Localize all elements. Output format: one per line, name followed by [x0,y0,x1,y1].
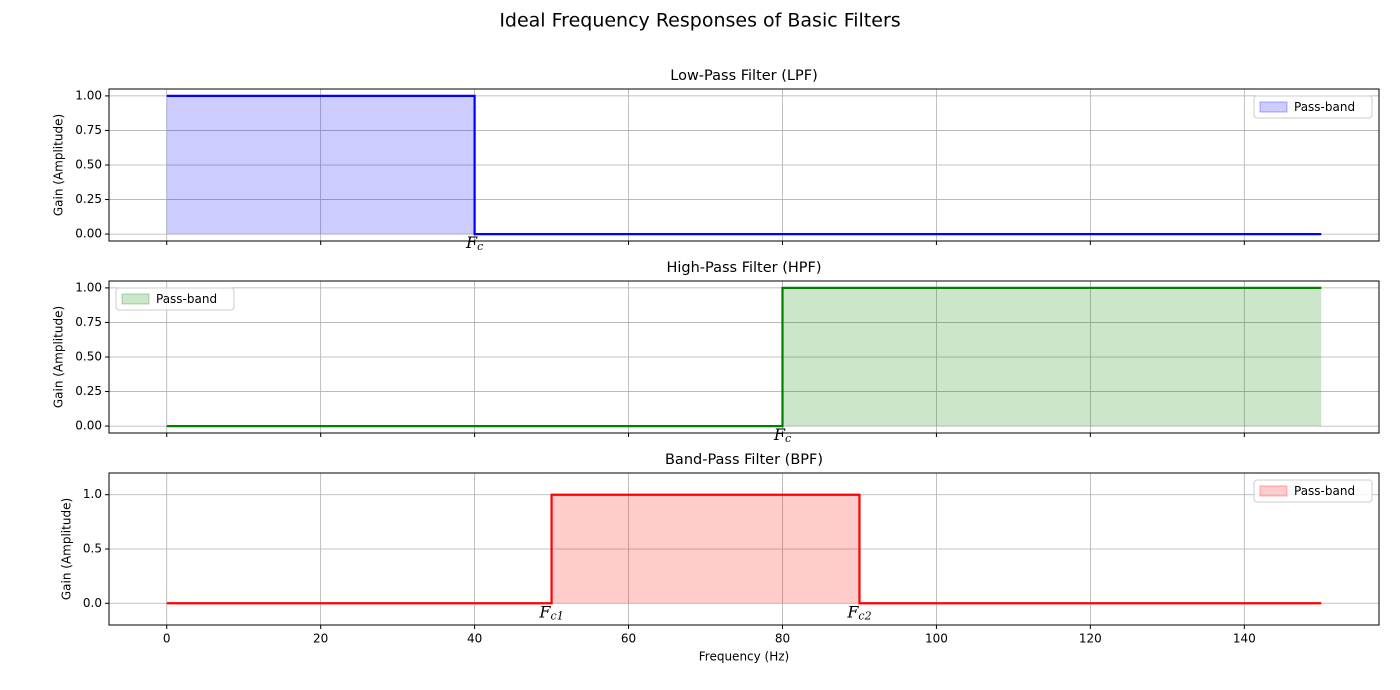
legend-box [115,287,235,311]
annotation: Fc1 [538,602,563,623]
y-tick-label: 0.25 [75,384,102,398]
legend-swatch [121,293,150,305]
y-axis-label: Gain (Amplitude) [60,498,74,600]
legend-label: Pass-band [1294,100,1355,114]
x-tick-label: 40 [467,632,482,646]
y-tick-label: 0.75 [75,315,102,329]
axes-frame [108,88,1380,242]
annotation: Fc [465,233,483,254]
y-tick-label: 0.50 [75,350,102,364]
y-tick-label: 0.00 [75,227,102,241]
annotation-subscript: c2 [858,609,871,622]
legend-swatch [1259,485,1288,497]
subplot-title: Band-Pass Filter (BPF) [665,452,823,468]
y-axis-label: Gain (Amplitude) [52,306,66,408]
annotation-text: F [465,233,478,252]
response-line [166,493,1322,605]
legend-label: Pass-band [156,292,217,306]
annotation-text: F [538,602,551,621]
y-tick-label: 0.5 [83,542,102,556]
legend-label: Pass-band [1294,484,1355,498]
y-tick-label: 1.0 [83,487,102,501]
y-tick-label: 0.0 [83,596,102,610]
axes-frame [108,472,1380,626]
annotation-text: F [846,602,859,621]
x-tick-label: 80 [775,632,790,646]
x-tick-label: 60 [621,632,636,646]
x-tick-label: 120 [1079,632,1102,646]
figure-title: Ideal Frequency Responses of Basic Filte… [499,10,900,32]
legend-swatch [1259,101,1288,113]
annotation: Fc [773,425,791,446]
response-line [166,94,1322,236]
annotation-subscript: c1 [551,609,564,622]
pass-band-area [166,95,1322,235]
response-line [166,286,1322,428]
pass-band-area [166,494,1322,604]
x-tick-label: 100 [925,632,948,646]
annotation-subscript: c [785,432,791,445]
annotation-subscript: c [477,240,483,253]
annotation: Fc2 [846,602,871,623]
x-axis-label: Frequency (Hz) [699,650,790,664]
legend-box [1253,479,1373,503]
legend-box [1253,95,1373,119]
x-tick-label: 20 [313,632,328,646]
y-tick-label: 1.00 [75,280,102,294]
y-axis-label: Gain (Amplitude) [52,114,66,216]
y-tick-label: 0.50 [75,158,102,172]
subplot-title: Low-Pass Filter (LPF) [670,68,817,84]
y-tick-label: 0.25 [75,192,102,206]
x-tick-label: 140 [1233,632,1256,646]
x-tick-label: 0 [163,632,171,646]
y-tick-label: 0.75 [75,123,102,137]
y-tick-label: 1.00 [75,88,102,102]
annotation-text: F [773,425,786,444]
subplot-title: High-Pass Filter (HPF) [666,260,821,276]
axes-frame [108,280,1380,434]
pass-band-area [166,287,1322,427]
y-tick-label: 0.00 [75,419,102,433]
